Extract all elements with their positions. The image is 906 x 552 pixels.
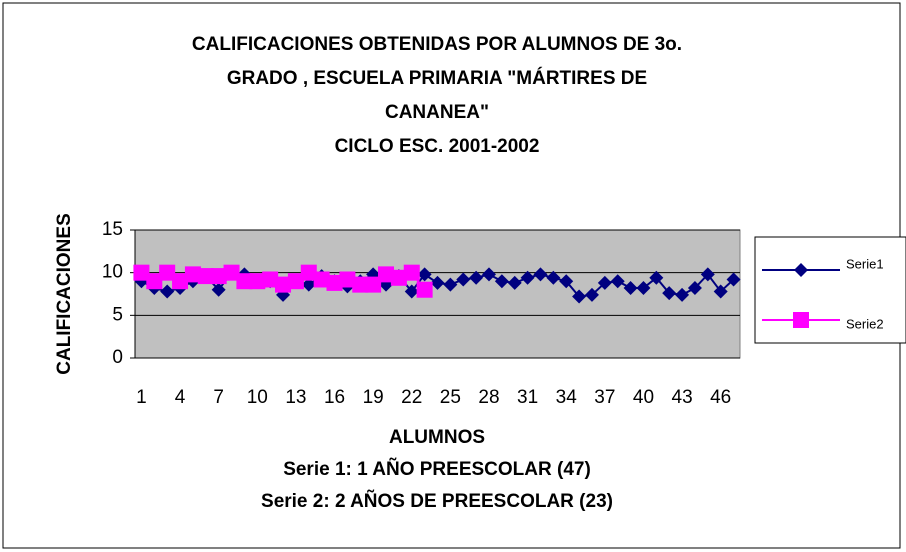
- data-point: [662, 286, 677, 301]
- data-point: [636, 281, 651, 296]
- data-point: [133, 264, 150, 281]
- annotation: Serie 2: 2 AÑOS DE PREESCOLAR (23): [261, 490, 613, 512]
- data-point: [378, 266, 395, 283]
- annotation: Serie 1: 1 AÑO PREESCOLAR (47): [283, 458, 591, 480]
- data-point: [390, 269, 407, 286]
- data-point: [572, 289, 587, 304]
- data-point: [236, 273, 253, 290]
- x-tick-label: 22: [401, 387, 422, 408]
- data-point: [417, 267, 432, 282]
- x-tick-label: 19: [363, 387, 384, 408]
- data-point: [326, 274, 343, 291]
- data-point: [481, 267, 496, 282]
- data-point: [494, 274, 509, 289]
- chart-title: CALIFICACIONES OBTENIDAS POR ALUMNOS DE …: [192, 34, 682, 55]
- data-point: [403, 264, 420, 281]
- y-tick-label: 0: [112, 347, 123, 368]
- plot-area: [134, 229, 741, 359]
- data-point: [546, 270, 561, 285]
- data-point: [287, 273, 304, 290]
- data-point: [726, 272, 741, 287]
- data-point: [313, 271, 330, 288]
- data-point: [365, 276, 382, 293]
- data-point: [416, 281, 433, 298]
- data-point: [533, 267, 548, 282]
- data-point: [675, 287, 690, 302]
- x-tick-label: 4: [175, 387, 186, 408]
- data-point: [687, 281, 702, 296]
- data-point: [223, 264, 240, 281]
- data-point: [456, 272, 471, 287]
- data-point: [584, 287, 599, 302]
- data-point: [430, 275, 445, 290]
- data-point: [597, 275, 612, 290]
- data-point: [469, 270, 484, 285]
- data-point: [275, 276, 292, 293]
- x-tick-label: 31: [517, 387, 538, 408]
- legend-marker: [793, 312, 809, 328]
- data-point: [339, 271, 356, 288]
- chart-title: GRADO , ESCUELA PRIMARIA "MÁRTIRES DE: [227, 67, 647, 89]
- y-axis-label: CALIFICACIONES: [54, 213, 75, 375]
- chart-title: CANANEA": [385, 102, 489, 123]
- data-point: [172, 273, 189, 290]
- data-point: [184, 266, 201, 283]
- data-point: [404, 284, 419, 299]
- legend-label: Serie1: [846, 256, 884, 271]
- x-tick-label: 28: [478, 387, 499, 408]
- x-tick-label: 25: [440, 387, 461, 408]
- chart-title: CICLO ESC. 2001-2002: [335, 136, 540, 157]
- data-point: [443, 277, 458, 292]
- data-point: [210, 268, 227, 285]
- data-point: [610, 274, 625, 289]
- legend-box: [754, 236, 906, 344]
- x-tick-label: 13: [285, 387, 306, 408]
- data-point: [301, 277, 316, 292]
- data-point: [623, 281, 638, 296]
- data-point: [700, 267, 715, 282]
- data-point: [249, 273, 266, 290]
- data-point: [211, 282, 226, 297]
- data-point: [352, 276, 369, 293]
- x-tick-label: 40: [633, 387, 654, 408]
- data-point: [160, 284, 175, 299]
- x-tick-label: 43: [672, 387, 693, 408]
- data-point: [649, 270, 664, 285]
- x-tick-label: 46: [710, 387, 731, 408]
- data-point: [507, 275, 522, 290]
- data-point: [300, 264, 317, 281]
- x-tick-label: 37: [594, 387, 615, 408]
- data-point: [146, 273, 163, 290]
- y-tick-label: 5: [112, 304, 123, 325]
- x-axis-label: ALUMNOS: [389, 427, 485, 448]
- y-tick-label: 10: [102, 262, 123, 283]
- data-point: [262, 271, 279, 288]
- data-point: [197, 268, 214, 285]
- x-tick-label: 7: [213, 387, 224, 408]
- y-tick-label: 15: [102, 219, 123, 240]
- data-point: [559, 274, 574, 289]
- x-tick-label: 1: [136, 387, 147, 408]
- x-tick-label: 16: [324, 387, 345, 408]
- legend-label: Serie2: [846, 316, 884, 331]
- data-point: [713, 284, 728, 299]
- x-tick-label: 34: [556, 387, 578, 408]
- data-point: [159, 264, 176, 281]
- data-point: [520, 270, 535, 285]
- legend-marker: [794, 263, 808, 277]
- x-tick-label: 10: [247, 387, 268, 408]
